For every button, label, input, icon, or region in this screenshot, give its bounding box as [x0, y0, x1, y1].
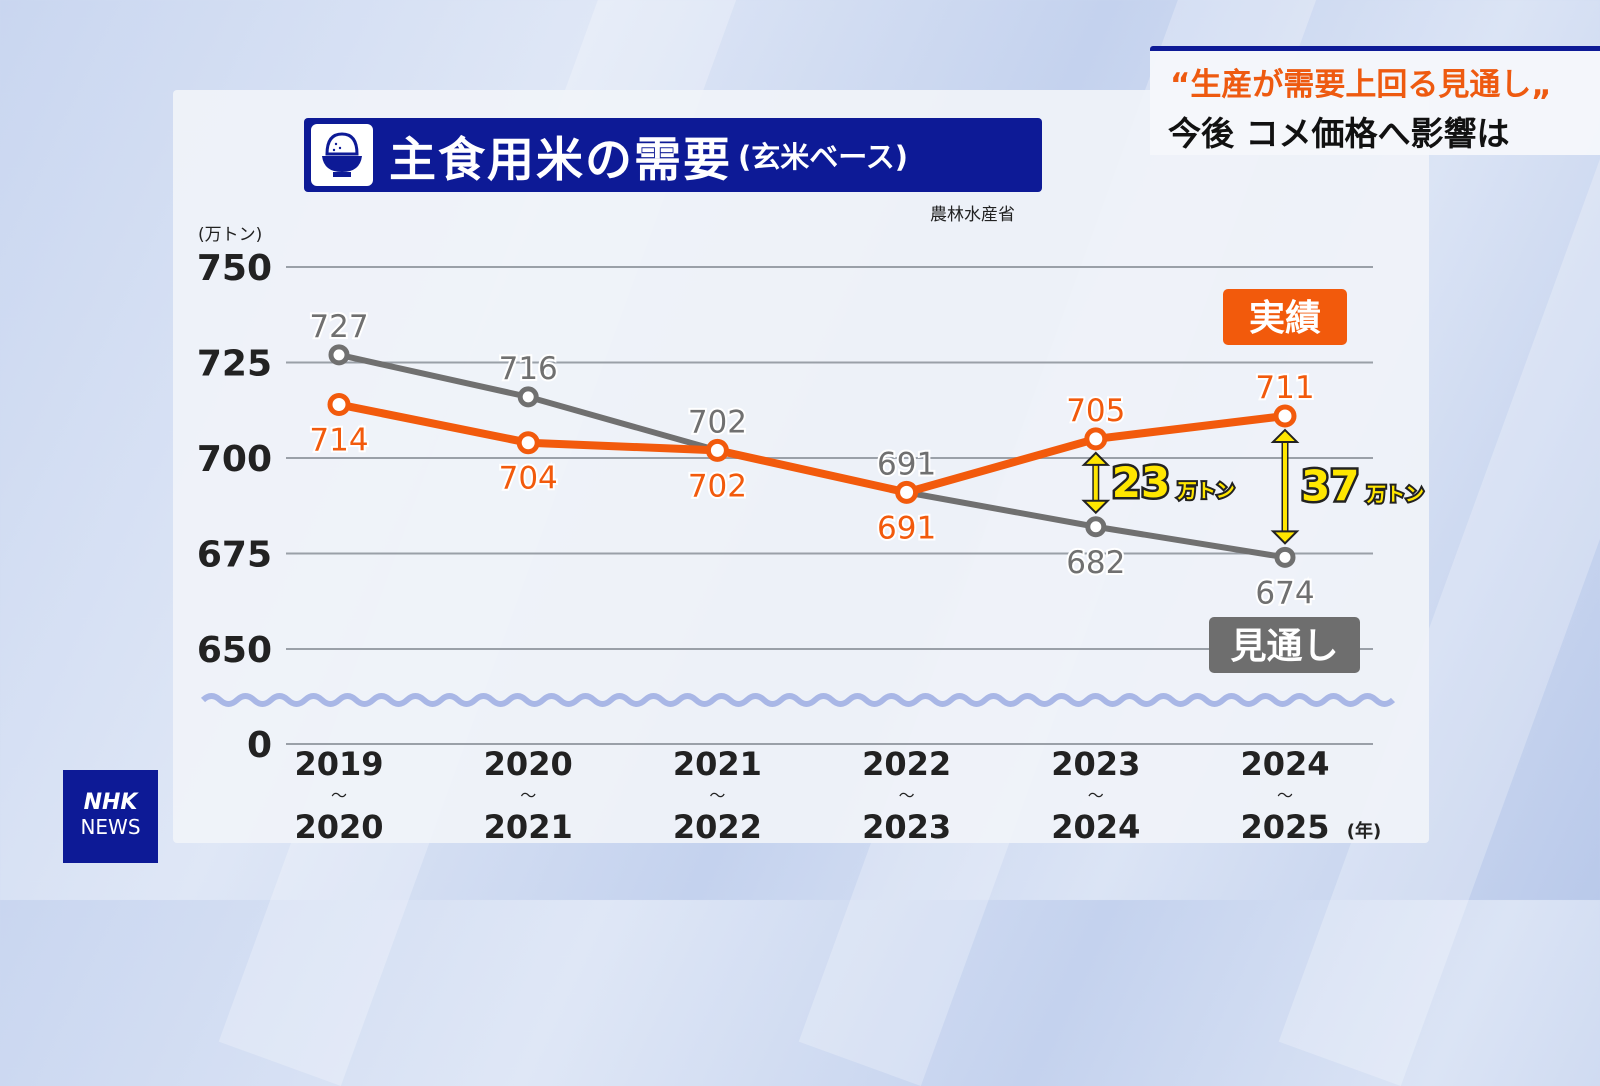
- data-label: 702: [688, 468, 747, 504]
- y-tick-label: 675: [197, 535, 272, 576]
- data-point: [328, 344, 350, 366]
- data-label: 691: [877, 446, 936, 482]
- x-tick-separator: 〜: [899, 786, 915, 805]
- caption-subheadline: 今後 コメ価格へ影響は: [1168, 114, 1510, 153]
- y-tick-label: 725: [197, 344, 272, 385]
- x-tick-label: 2021: [673, 745, 762, 783]
- data-label: 702: [688, 404, 747, 440]
- x-tick-label: 2024: [1051, 808, 1140, 846]
- x-tick-label: 2025: [1240, 808, 1329, 846]
- news-caption: “生産が需要上回る見通し„ 今後 コメ価格へ影響は: [1150, 46, 1600, 155]
- x-tick-label: 2024: [1240, 745, 1329, 783]
- chart-title-box: 主食用米の需要 (玄米ベース): [304, 118, 1042, 192]
- x-tick-label: 2022: [673, 808, 762, 846]
- rice-bowl-icon: [311, 124, 373, 186]
- nhk-news-logo: NHK NEWS: [63, 770, 158, 863]
- annotation-value: 23: [1112, 458, 1170, 507]
- legend-box-actual: [1223, 289, 1347, 345]
- x-tick-label: 2020: [294, 808, 383, 846]
- axis-break-wave: [200, 693, 1396, 707]
- data-point: [705, 438, 729, 462]
- x-tick-label: 2020: [484, 745, 573, 783]
- x-tick-label: 2022: [862, 745, 951, 783]
- annotation-arrowheads: [1081, 451, 1111, 515]
- y-tick-label: 700: [197, 439, 272, 480]
- data-point: [517, 386, 539, 408]
- data-point: [1274, 546, 1296, 568]
- data-label: 682: [1066, 545, 1125, 581]
- line-chart: 750 725 700 675 650 0 2019 〜 2020 2020 〜 2021 2021 〜 2…: [197, 248, 1426, 846]
- data-label: 716: [499, 351, 558, 387]
- x-tick-label: 2023: [1051, 745, 1140, 783]
- data-label: 704: [499, 461, 558, 497]
- x-tick-separator: 〜: [709, 786, 725, 805]
- annotation-unit: 万トン: [1177, 480, 1235, 502]
- logo-line1: NHK: [83, 790, 138, 815]
- annotation-arrowheads: [1270, 428, 1300, 545]
- source-label: 農林水産省: [930, 205, 1015, 225]
- series-line-actual: [338, 400, 1286, 497]
- y-tick-label: 650: [197, 630, 272, 671]
- chart-title: 主食用米の需要: [389, 132, 732, 188]
- x-tick-separator: 〜: [1277, 786, 1293, 805]
- x-tick-separator: 〜: [1088, 786, 1104, 805]
- data-point: [895, 480, 919, 504]
- legend-label-actual: 実績: [1249, 298, 1321, 339]
- data-label: 691: [877, 510, 936, 546]
- x-tick-label: 2019: [294, 745, 383, 783]
- y-tick-label: 0: [247, 725, 272, 766]
- x-tick-label: 2023: [862, 808, 951, 846]
- x-tick-label: 2021: [484, 808, 573, 846]
- data-point: [327, 393, 351, 417]
- data-point: [1085, 516, 1107, 538]
- x-tick-separator: 〜: [331, 786, 347, 805]
- annotation-value: 37: [1301, 462, 1359, 511]
- series-line-forecast: [338, 351, 1286, 561]
- data-point: [1084, 427, 1108, 451]
- data-point: [516, 431, 540, 455]
- x-unit-label: (年): [1347, 820, 1381, 842]
- legend-label-forecast: 見通し: [1230, 626, 1338, 667]
- data-label: 705: [1066, 393, 1125, 429]
- data-label: 727: [309, 309, 368, 345]
- caption-headline: “生産が需要上回る見通し„: [1170, 67, 1552, 103]
- data-label: 674: [1255, 575, 1314, 611]
- annotation-unit: 万トン: [1366, 484, 1424, 506]
- logo-line2: NEWS: [80, 815, 141, 839]
- chart-subtitle: (玄米ベース): [738, 140, 909, 174]
- x-tick-separator: 〜: [520, 786, 536, 805]
- data-label: 714: [309, 423, 368, 459]
- legend-box-forecast: [1209, 617, 1360, 673]
- y-tick-label: 750: [197, 248, 272, 289]
- y-axis-unit: (万トン): [198, 225, 263, 245]
- data-label: 711: [1255, 370, 1314, 406]
- data-point: [1273, 404, 1297, 428]
